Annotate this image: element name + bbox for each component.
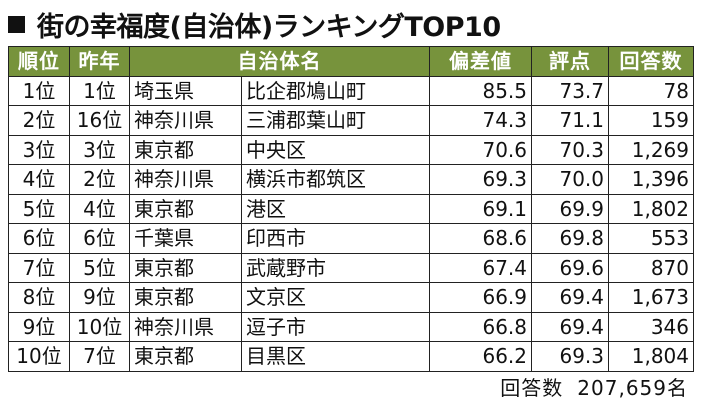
table-row: 1位 1位 埼玉県 比企郡鳩山町 85.5 73.7 78 <box>8 75 694 106</box>
respondents-cell: 1,269 <box>608 134 694 165</box>
deviation-cell: 69.3 <box>429 164 532 195</box>
table-row: 8位 9位 東京都 文京区 66.9 69.4 1,673 <box>8 282 694 313</box>
score-cell: 69.4 <box>531 282 609 313</box>
score-cell: 71.1 <box>531 105 609 136</box>
page-title: 街の幸福度(自治体)ランキングTOP10 <box>6 4 501 44</box>
respondents-total: 回答数 207,659名 <box>500 372 688 401</box>
prev-year-cell: 7位 <box>69 341 130 372</box>
prev-year-cell: 16位 <box>69 105 130 136</box>
score-cell: 70.0 <box>531 164 609 195</box>
rank-cell: 5位 <box>8 193 70 224</box>
score-cell: 70.3 <box>531 134 609 165</box>
deviation-cell: 66.9 <box>429 282 532 313</box>
deviation-cell: 67.4 <box>429 252 532 283</box>
score-cell: 69.9 <box>531 193 609 224</box>
table-row: 2位 16位 神奈川県 三浦郡葉山町 74.3 71.1 159 <box>8 105 694 136</box>
rank-cell: 1位 <box>8 75 70 106</box>
header-respondents: 回答数 <box>608 46 694 77</box>
deviation-cell: 66.2 <box>429 341 532 372</box>
table-row: 10位 7位 東京都 目黒区 66.2 69.3 1,804 <box>8 341 694 372</box>
ranking-table: 順位 昨年 自治体名 偏差値 評点 回答数 1位 1位 埼玉県 比企郡鳩山町 85.5 7… <box>8 46 694 372</box>
prefecture-cell: 東京都 <box>129 282 242 313</box>
prev-year-cell: 9位 <box>69 282 130 313</box>
respondents-cell: 159 <box>608 105 694 136</box>
table-row: 9位 10位 神奈川県 逗子市 66.8 69.4 346 <box>8 311 694 342</box>
city-cell: 武蔵野市 <box>241 252 430 283</box>
score-cell: 69.3 <box>531 341 609 372</box>
prefecture-cell: 東京都 <box>129 134 242 165</box>
prefecture-cell: 埼玉県 <box>129 75 242 106</box>
score-cell: 69.8 <box>531 223 609 254</box>
deviation-cell: 68.6 <box>429 223 532 254</box>
respondents-cell: 870 <box>608 252 694 283</box>
deviation-cell: 70.6 <box>429 134 532 165</box>
prev-year-cell: 4位 <box>69 193 130 224</box>
prefecture-cell: 神奈川県 <box>129 105 242 136</box>
respondents-cell: 1,802 <box>608 193 694 224</box>
prev-year-cell: 2位 <box>69 164 130 195</box>
square-bullet-icon <box>8 15 25 33</box>
respondents-total-label: 回答数 <box>500 376 564 400</box>
prev-year-cell: 1位 <box>69 75 130 106</box>
city-cell: 逗子市 <box>241 311 430 342</box>
city-cell: 比企郡鳩山町 <box>241 75 430 106</box>
rank-cell: 4位 <box>8 164 70 195</box>
rank-cell: 10位 <box>8 341 70 372</box>
prev-year-cell: 6位 <box>69 223 130 254</box>
deviation-cell: 85.5 <box>429 75 532 106</box>
deviation-cell: 74.3 <box>429 105 532 136</box>
table-row: 5位 4位 東京都 港区 69.1 69.9 1,802 <box>8 193 694 224</box>
respondents-cell: 78 <box>608 75 694 106</box>
rank-cell: 2位 <box>8 105 70 136</box>
rank-cell: 8位 <box>8 282 70 313</box>
respondents-cell: 553 <box>608 223 694 254</box>
deviation-cell: 69.1 <box>429 193 532 224</box>
prefecture-cell: 千葉県 <box>129 223 242 254</box>
city-cell: 港区 <box>241 193 430 224</box>
title-text: 街の幸福度(自治体)ランキングTOP10 <box>37 11 501 43</box>
rank-cell: 7位 <box>8 252 70 283</box>
city-cell: 文京区 <box>241 282 430 313</box>
prev-year-cell: 5位 <box>69 252 130 283</box>
prefecture-cell: 東京都 <box>129 252 242 283</box>
prefecture-cell: 神奈川県 <box>129 311 242 342</box>
respondents-cell: 1,804 <box>608 341 694 372</box>
respondents-cell: 1,396 <box>608 164 694 195</box>
header-municipality: 自治体名 <box>129 46 430 77</box>
score-cell: 69.6 <box>531 252 609 283</box>
score-cell: 73.7 <box>531 75 609 106</box>
deviation-cell: 66.8 <box>429 311 532 342</box>
prev-year-cell: 10位 <box>69 311 130 342</box>
header-score: 評点 <box>531 46 609 77</box>
city-cell: 目黒区 <box>241 341 430 372</box>
score-cell: 69.4 <box>531 311 609 342</box>
header-prev-year: 昨年 <box>69 46 130 77</box>
table-row: 4位 2位 神奈川県 横浜市都筑区 69.3 70.0 1,396 <box>8 164 694 195</box>
header-deviation: 偏差値 <box>429 46 532 77</box>
city-cell: 横浜市都筑区 <box>241 164 430 195</box>
respondents-cell: 346 <box>608 311 694 342</box>
respondents-cell: 1,673 <box>608 282 694 313</box>
prefecture-cell: 東京都 <box>129 193 242 224</box>
city-cell: 中央区 <box>241 134 430 165</box>
prev-year-cell: 3位 <box>69 134 130 165</box>
respondents-total-value: 207,659名 <box>577 376 688 400</box>
prefecture-cell: 神奈川県 <box>129 164 242 195</box>
rank-cell: 3位 <box>8 134 70 165</box>
table-row: 6位 6位 千葉県 印西市 68.6 69.8 553 <box>8 223 694 254</box>
prefecture-cell: 東京都 <box>129 341 242 372</box>
city-cell: 三浦郡葉山町 <box>241 105 430 136</box>
rank-cell: 9位 <box>8 311 70 342</box>
rank-cell: 6位 <box>8 223 70 254</box>
city-cell: 印西市 <box>241 223 430 254</box>
header-rank: 順位 <box>8 46 70 77</box>
table-row: 3位 3位 東京都 中央区 70.6 70.3 1,269 <box>8 134 694 165</box>
table-row: 7位 5位 東京都 武蔵野市 67.4 69.6 870 <box>8 252 694 283</box>
table-header-row: 順位 昨年 自治体名 偏差値 評点 回答数 <box>8 46 694 77</box>
